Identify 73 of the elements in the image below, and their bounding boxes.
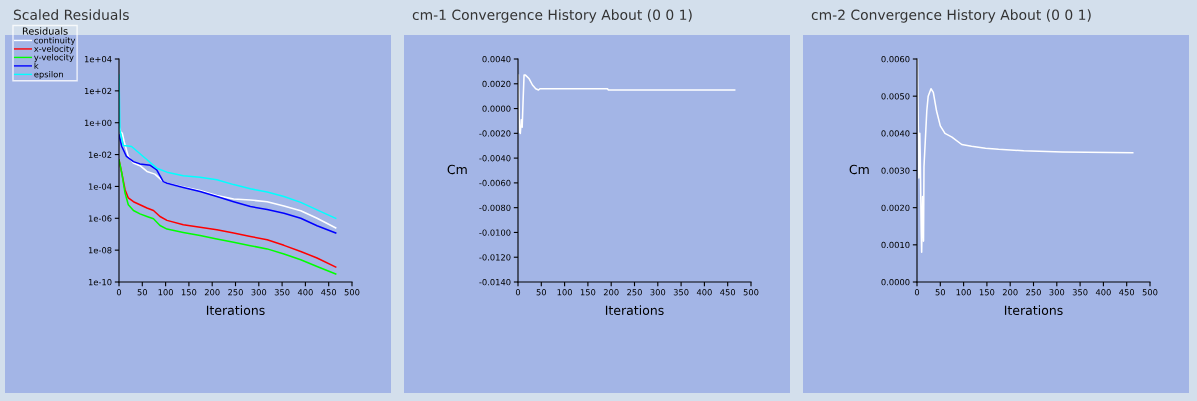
x-tick-label: 300 bbox=[1049, 289, 1065, 296]
chart-title: Scaled Residuals bbox=[13, 9, 129, 21]
x-tick-label: 250 bbox=[1026, 289, 1041, 296]
y-tick-label: 1e+04 bbox=[84, 55, 112, 63]
x-tick-label: 150 bbox=[181, 289, 197, 296]
y-tick-label: -0.0120 bbox=[479, 254, 511, 261]
legend-label: x-velocity bbox=[34, 45, 74, 54]
y-tick-label: -0.0020 bbox=[479, 130, 511, 137]
x-axis-title: Iterations bbox=[605, 305, 664, 316]
y-axis-title: Cm bbox=[849, 164, 869, 175]
y-tick-label: -0.0080 bbox=[479, 204, 511, 211]
x-tick-label: 300 bbox=[251, 289, 267, 296]
x-tick-label: 400 bbox=[297, 289, 313, 296]
x-tick-label: 50 bbox=[935, 289, 946, 296]
y-tick-label: 0.0020 bbox=[881, 204, 910, 211]
x-tick-label: 0 bbox=[914, 289, 920, 296]
y-tick-label: 1e-04 bbox=[88, 183, 112, 190]
y-tick-label: 0.0050 bbox=[881, 93, 910, 100]
y-tick-label: -0.0140 bbox=[479, 278, 511, 286]
y-tick-label: 0.0030 bbox=[881, 167, 910, 174]
legend-label: k bbox=[34, 62, 39, 69]
y-tick-label: 0.0020 bbox=[482, 80, 511, 88]
y-tick-label: 0.0040 bbox=[881, 130, 910, 137]
y-tick-label: 0.0000 bbox=[881, 278, 910, 286]
y-tick-label: 1e-06 bbox=[88, 215, 112, 222]
x-tick-label: 300 bbox=[650, 289, 666, 296]
legend-title: Residuals bbox=[22, 27, 68, 35]
y-tick-label: 0.0000 bbox=[482, 105, 511, 112]
chart-title: cm-2 Convergence History About (0 0 1) bbox=[811, 9, 1091, 23]
x-tick-label: 350 bbox=[1072, 289, 1088, 296]
y-tick-label: 1e+02 bbox=[84, 87, 112, 95]
x-tick-label: 0 bbox=[515, 289, 521, 296]
legend-label: epsilon bbox=[34, 70, 63, 80]
chart-title: cm-1 Convergence History About (0 0 1) bbox=[412, 9, 692, 23]
x-tick-label: 50 bbox=[536, 289, 547, 296]
x-tick-label: 100 bbox=[956, 289, 971, 296]
y-tick-label: 0.0010 bbox=[881, 241, 910, 249]
x-tick-label: 350 bbox=[274, 289, 290, 296]
y-tick-label: 1e-08 bbox=[88, 247, 112, 254]
y-axis-title: Cm bbox=[447, 164, 467, 175]
x-axis-title: Iterations bbox=[206, 305, 265, 316]
x-tick-label: 0 bbox=[116, 289, 122, 296]
y-tick-label: -0.0040 bbox=[479, 155, 511, 162]
x-tick-label: 150 bbox=[580, 289, 596, 296]
y-tick-label: 1e-02 bbox=[88, 151, 112, 158]
x-tick-label: 100 bbox=[557, 289, 572, 296]
line-series bbox=[518, 74, 736, 135]
y-tick-label: 0.0060 bbox=[881, 55, 910, 63]
x-tick-label: 350 bbox=[673, 289, 689, 296]
x-tick-label: 500 bbox=[344, 289, 360, 296]
x-tick-label: 400 bbox=[1095, 289, 1111, 296]
x-tick-label: 500 bbox=[743, 289, 759, 296]
x-tick-label: 450 bbox=[720, 289, 736, 296]
x-axis-title: Iterations bbox=[1004, 305, 1063, 316]
y-tick-label: -0.0060 bbox=[479, 179, 511, 187]
y-tick-label: -0.0100 bbox=[479, 229, 511, 236]
y-tick-label: 0.0040 bbox=[482, 55, 511, 63]
x-tick-label: 100 bbox=[158, 289, 173, 296]
legend-label: y-velocity bbox=[34, 54, 74, 63]
x-tick-label: 200 bbox=[204, 289, 220, 296]
y-tick-label: 1e+00 bbox=[84, 119, 112, 126]
x-tick-label: 50 bbox=[137, 289, 148, 296]
x-tick-label: 450 bbox=[321, 289, 337, 296]
x-tick-label: 450 bbox=[1119, 289, 1135, 296]
x-tick-label: 200 bbox=[1002, 289, 1018, 296]
x-tick-label: 500 bbox=[1142, 289, 1158, 296]
x-tick-label: 250 bbox=[228, 289, 243, 296]
x-tick-label: 150 bbox=[979, 289, 995, 296]
y-tick-label: 1e-10 bbox=[88, 278, 112, 286]
legend-label: continuity bbox=[34, 37, 76, 46]
x-tick-label: 200 bbox=[603, 289, 619, 296]
x-tick-label: 250 bbox=[627, 289, 642, 296]
x-tick-label: 400 bbox=[696, 289, 712, 296]
